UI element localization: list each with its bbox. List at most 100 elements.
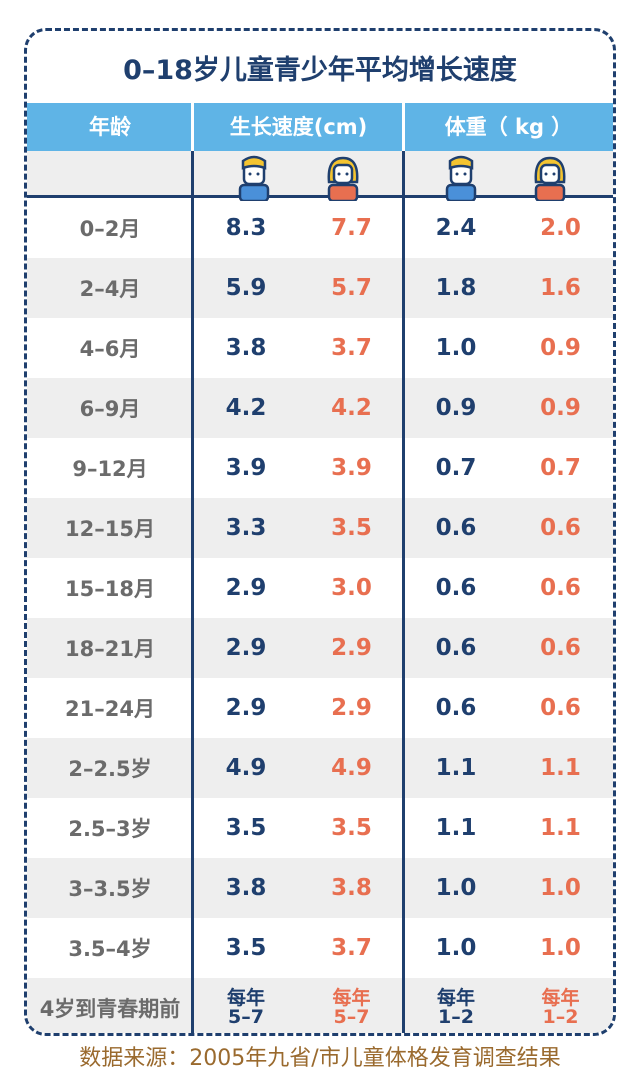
age-cell: 0–2月 [79,217,141,241]
value-cell-gg: 3.5 [331,515,372,541]
value-cell-wb: 1.0 [435,335,477,361]
value-cell-wb: 1.8 [435,275,477,301]
age-cell: 3–3.5岁 [68,877,152,901]
age-cell: 15–18月 [65,577,155,601]
value-cell-gb: 4.9 [225,755,267,781]
value-cell-gb: 5.9 [225,275,267,301]
value-cell-wb: 0.6 [435,575,477,601]
value-cell-wb: 0.6 [435,635,477,661]
value-cell-wb: 1.0 [435,935,477,961]
value-cell-wg: 0.6 [540,635,581,661]
value-cell-wg: 1.0 [540,935,581,961]
value-cell-gb: 每年 5–7 [193,978,299,1033]
value-cell-wb: 每年 1–2 [404,978,508,1033]
value-cell-gg: 2.9 [331,635,372,661]
girl-icon [327,156,359,201]
table-row: 18–21月 2.9 2.9 0.6 0.6 [27,618,613,678]
value-cell-label: 每年 [332,987,371,1009]
value-cell-gg: 3.8 [331,875,372,901]
value-cell-wb: 0.6 [435,695,477,721]
value-cell-gg: 3.7 [331,935,372,961]
value-cell-wb: 1.1 [435,755,477,781]
value-cell-wb: 0.9 [435,395,477,421]
column-divider [402,151,405,1033]
value-cell-gb: 3.8 [225,875,267,901]
age-cell: 21–24月 [65,697,155,721]
value-cell-gg: 3.0 [331,575,372,601]
value-cell-gg: 3.7 [331,335,372,361]
value-cell-range: 1–2 [542,1006,579,1028]
header-weight: 体重（ kg ） [444,115,573,139]
age-cell: 18–21月 [65,637,155,661]
value-cell-gb: 3.9 [225,455,267,481]
table-title: 0–18岁儿童青少年平均增长速度 [123,54,517,86]
value-cell-gg: 3.9 [331,455,372,481]
value-cell-gg: 7.7 [331,215,372,241]
value-cell-wb: 0.6 [435,515,477,541]
value-cell-wg: 0.7 [540,455,581,481]
value-cell-gg: 2.9 [331,695,372,721]
value-cell-wg: 0.6 [540,515,581,541]
value-cell-gb: 3.3 [225,515,267,541]
header-age: 年龄 [89,115,131,139]
value-cell-label: 每年 [436,987,475,1009]
value-cell-gb: 3.5 [225,935,267,961]
table-row: 2–2.5岁 4.9 4.9 1.1 1.1 [27,738,613,798]
value-cell-gg: 每年 5–7 [299,978,404,1033]
table-card: 0–18岁儿童青少年平均增长速度 年龄 生长速度(cm) 体重（ kg ） [24,28,616,1036]
value-cell-wb: 0.7 [435,455,477,481]
table-row: 15–18月 2.9 3.0 0.6 0.6 [27,558,613,618]
value-cell-wb: 1.0 [435,875,477,901]
table-row: 4–6月 3.8 3.7 1.0 0.9 [27,318,613,378]
value-cell-range: 5–7 [228,1006,264,1028]
table-row: 3–3.5岁 3.8 3.8 1.0 1.0 [27,858,613,918]
age-cell: 3.5–4岁 [68,937,152,961]
table-row: 6–9月 4.2 4.2 0.9 0.9 [27,378,613,438]
age-cell: 4岁到青春期前 [39,997,181,1021]
table-row: 21–24月 2.9 2.9 0.6 0.6 [27,678,613,738]
table-header: 年龄 生长速度(cm) 体重（ kg ） [27,103,613,151]
header-growth: 生长速度(cm) [229,115,368,139]
value-cell-wg: 0.9 [540,335,581,361]
girl-icon [534,156,566,201]
value-cell-gg: 3.5 [331,815,372,841]
value-cell-wg: 1.1 [540,815,581,841]
value-cell-wg: 1.6 [540,275,581,301]
age-cell: 2–2.5岁 [68,757,152,781]
value-cell-wb: 1.1 [435,815,477,841]
value-cell-gg: 4.2 [331,395,372,421]
column-divider [191,151,194,1033]
value-cell-wb: 2.4 [435,215,477,241]
value-cell-range: 1–2 [438,1006,474,1028]
value-cell-gb: 4.2 [225,395,267,421]
value-cell-gb: 3.8 [225,335,267,361]
value-cell-label: 每年 [226,987,265,1009]
value-cell-gb: 2.9 [225,635,267,661]
value-cell-range: 5–7 [333,1006,370,1028]
value-cell-gb: 2.9 [225,695,267,721]
table-row: 0–2月 8.3 7.7 2.4 2.0 [27,198,613,258]
column-divider [402,103,405,151]
value-cell-gb: 8.3 [225,215,267,241]
table-row: 2.5–3岁 3.5 3.5 1.1 1.1 [27,798,613,858]
value-cell-wg: 2.0 [540,215,581,241]
age-cell: 9–12月 [72,457,148,481]
source-note: 数据来源：2005年九省/市儿童体格发育调查结果 [79,1046,561,1071]
table-row: 9–12月 3.9 3.9 0.7 0.7 [27,438,613,498]
value-cell-wg: 1.1 [540,755,581,781]
value-cell-gg: 4.9 [331,755,372,781]
value-cell-gg: 5.7 [331,275,372,301]
value-cell-wg: 1.0 [540,875,581,901]
value-cell-wg: 0.6 [540,695,581,721]
age-cell: 2–4月 [79,277,141,301]
gender-icon-row [27,151,613,201]
age-cell: 12–15月 [65,517,155,541]
age-cell: 2.5–3岁 [68,817,152,841]
table-row: 4岁到青春期前 每年 5–7 每年 5–7 每年 1–2 每年 1–2 [27,978,613,1033]
boy-icon [238,155,270,201]
boy-icon [445,155,477,201]
value-cell-gb: 2.9 [225,575,267,601]
value-cell-wg: 0.6 [540,575,581,601]
value-cell-wg: 每年 1–2 [508,978,613,1033]
age-cell: 4–6月 [79,337,141,361]
